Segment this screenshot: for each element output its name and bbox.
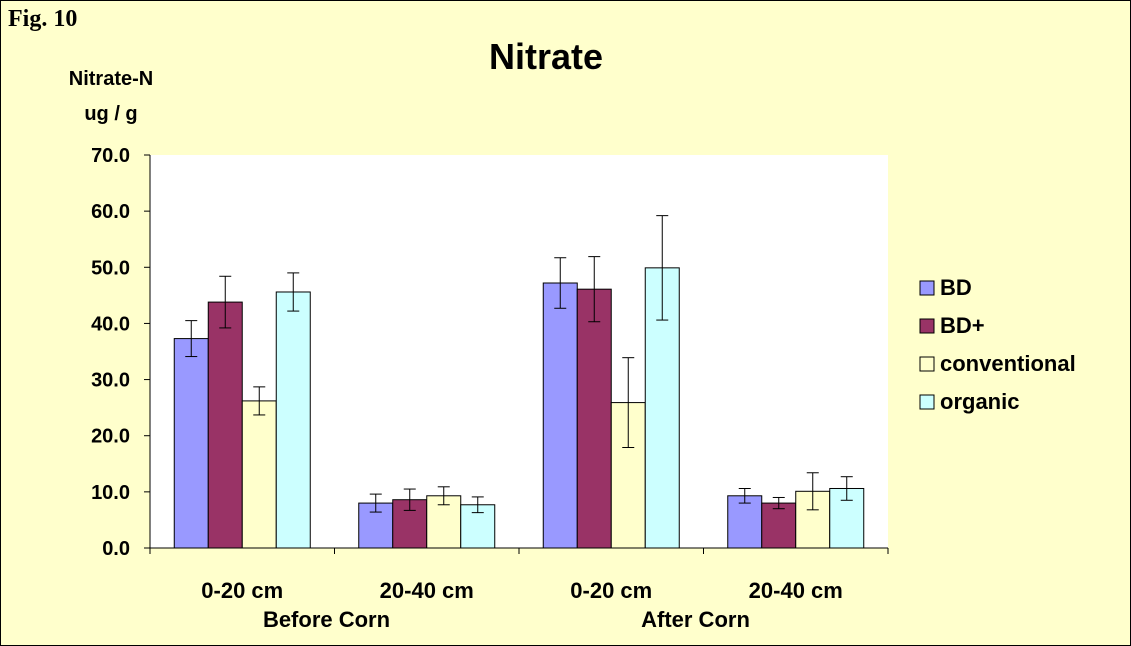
legend-label: BD+	[940, 313, 985, 338]
bar-bd	[542, 282, 578, 549]
bar-bd-plus	[761, 502, 797, 549]
x-group-label: Before Corn	[263, 607, 390, 632]
y-tick-label: 40.0	[91, 313, 130, 335]
x-category-label: 0-20 cm	[201, 578, 283, 603]
bar-conventional	[241, 400, 277, 549]
bar-bd-plus	[207, 301, 243, 549]
y-axis-title-line-1: Nitrate-N	[68, 68, 154, 90]
y-tick-label: 10.0	[91, 482, 130, 504]
y-axis-title-line-2: ug / g	[84, 103, 138, 125]
y-axis-title: Nitrate-N ug / g	[36, 62, 186, 132]
y-tick-label: 50.0	[91, 257, 130, 279]
bar-organic	[275, 291, 311, 549]
legend-label: conventional	[940, 351, 1076, 376]
bar-bd	[173, 338, 209, 549]
y-tick-label: 60.0	[91, 201, 130, 223]
y-tick-label: 30.0	[91, 370, 130, 392]
y-tick-label: 20.0	[91, 426, 130, 448]
bar-bd-plus	[576, 288, 612, 549]
x-category-label: 20-40 cm	[749, 578, 843, 603]
figure-label: Fig. 10	[8, 6, 78, 32]
y-tick-label: 0.0	[102, 538, 130, 560]
x-category-label: 20-40 cm	[380, 578, 474, 603]
x-group-label: After Corn	[641, 607, 750, 632]
legend-swatch	[919, 280, 935, 296]
bar-bd	[727, 495, 763, 549]
x-category-label: 0-20 cm	[570, 578, 652, 603]
legend-swatch	[919, 356, 935, 372]
legend-label: BD	[940, 275, 972, 300]
legend-swatch	[919, 394, 935, 410]
y-tick-label: 70.0	[91, 145, 130, 167]
legend-swatch	[919, 318, 935, 334]
chart-title: Nitrate	[489, 36, 604, 77]
legend-label: organic	[940, 389, 1019, 414]
